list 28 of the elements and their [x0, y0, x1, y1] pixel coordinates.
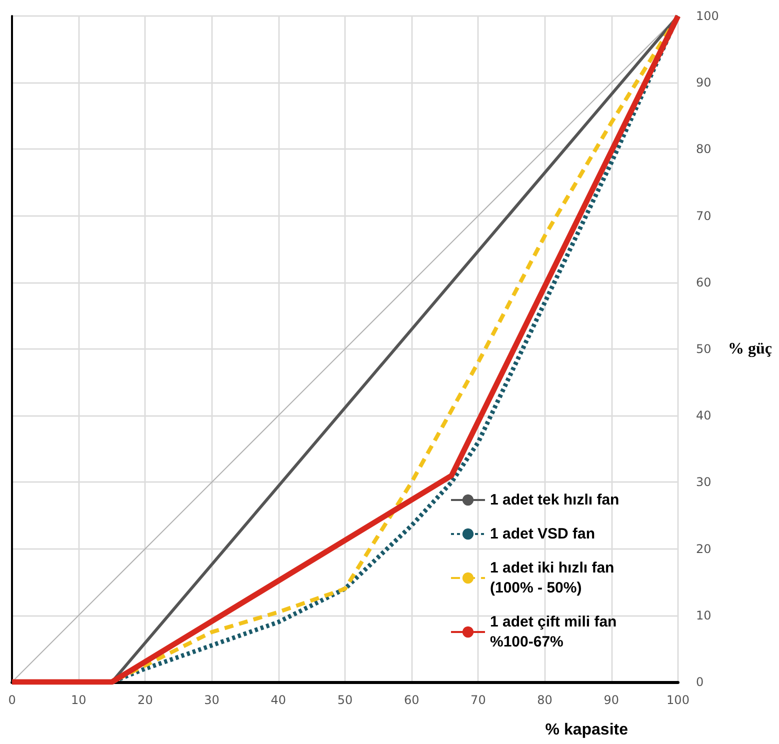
y-tick-label: 90	[696, 76, 712, 90]
legend-label: 1 adet tek hızlı fan	[490, 492, 620, 508]
x-axis-title: % kapasite	[545, 722, 628, 738]
y-tick-label: 10	[696, 608, 712, 622]
x-tick-label: 70	[470, 693, 486, 707]
y-tick-label: 20	[696, 542, 712, 556]
legend-label: 1 adet çift mili fan %100-67%	[490, 614, 621, 650]
x-tick-label: 20	[138, 693, 153, 707]
x-tick-label: 50	[337, 693, 353, 707]
x-tick-label: 40	[270, 693, 286, 707]
x-tick-label: 0	[8, 693, 16, 707]
y-tick-label: 70	[696, 208, 712, 223]
x-tick-label: 10	[70, 693, 86, 707]
y-tick-label: 100	[696, 9, 719, 23]
y-axis-title: % güç	[728, 340, 772, 358]
x-tick-label: 100	[666, 693, 690, 707]
x-tick-label: 80	[537, 693, 552, 707]
x-tick-label: 60	[404, 693, 420, 707]
x-tick-label: 30	[204, 693, 220, 707]
y-tick-label: 40	[696, 408, 712, 423]
y-tick-label: 60	[696, 275, 712, 290]
y-tick-label: 0	[696, 675, 704, 689]
legend-label: 1 adet iki hızlı fan (100% - 50%)	[490, 560, 618, 596]
legend-label: 1 adet VSD fan	[490, 526, 596, 542]
y-tick-label: 80	[696, 142, 712, 156]
x-tick-label: 90	[604, 693, 620, 707]
y-tick-label: 50	[696, 342, 712, 356]
y-tick-label: 30	[696, 475, 712, 490]
